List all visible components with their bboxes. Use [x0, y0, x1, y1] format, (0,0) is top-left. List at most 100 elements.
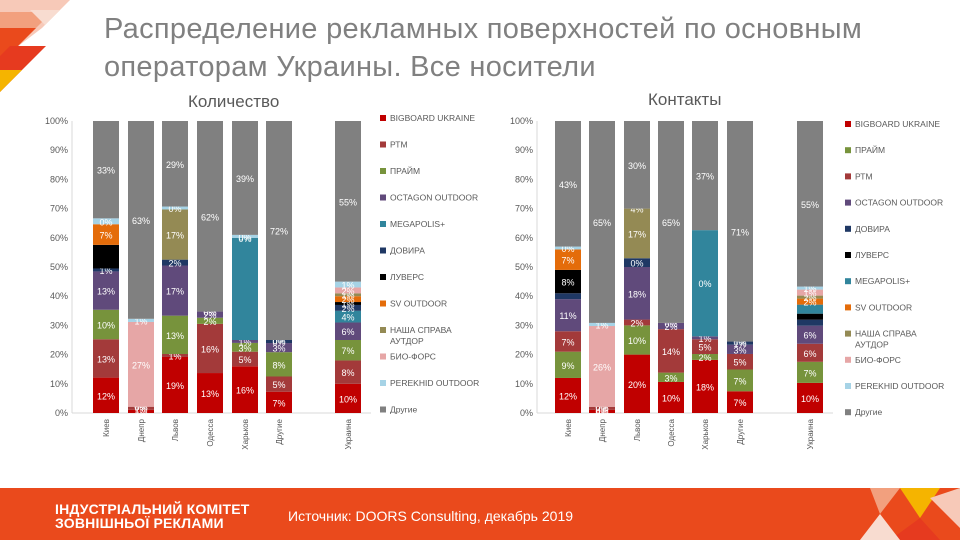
- data-label: 7%: [99, 231, 112, 241]
- bar-segment: [727, 341, 753, 345]
- legend-swatch: [845, 383, 851, 389]
- bar-segment: [555, 246, 581, 250]
- bar-segment: [232, 342, 258, 352]
- data-label: 1%: [134, 404, 147, 414]
- footer-org-line1: ІНДУСТРІАЛЬНИЙ КОМІТЕТ: [55, 501, 250, 517]
- data-label: 63%: [132, 216, 150, 226]
- data-label: 17%: [166, 287, 184, 297]
- data-label: 1%: [803, 289, 816, 299]
- legend-swatch: [380, 168, 386, 174]
- bar-segment: [232, 340, 258, 343]
- data-label: 1%: [698, 334, 711, 344]
- bar-segment: [797, 289, 823, 296]
- bar-segment: [727, 121, 753, 342]
- legend-label: MEGAPOLIS+: [855, 276, 910, 286]
- bar-segment: [555, 351, 581, 378]
- data-label: 1%: [134, 407, 147, 417]
- bar-segment: [93, 218, 119, 225]
- chart-title-quantity: Количество: [188, 92, 280, 111]
- data-label: 0%: [134, 403, 147, 413]
- bar-segment: [197, 323, 223, 374]
- data-label: 0%: [134, 403, 147, 413]
- legend-swatch: [845, 199, 851, 206]
- data-label: 3%: [272, 344, 285, 354]
- bar-segment: [266, 343, 292, 353]
- bar-segment: [555, 377, 581, 413]
- data-label: 2%: [168, 259, 181, 269]
- y-tick-label: 40%: [50, 291, 68, 301]
- legend-swatch: [845, 173, 851, 180]
- data-label: 5%: [272, 380, 285, 390]
- x-category-label: Харьков: [241, 419, 250, 450]
- bar-segment: [335, 383, 361, 413]
- legend-swatch: [380, 406, 386, 413]
- bar-segment: [197, 311, 223, 318]
- y-tick-label: 10%: [50, 379, 68, 389]
- bar-segment: [335, 293, 361, 297]
- bar-segment: [797, 325, 823, 344]
- data-label: 5%: [238, 355, 251, 365]
- legend-label: ЛУВЕРС: [390, 272, 424, 282]
- footer-org-line2: ЗОВНІШНЬОЇ РЕКЛАМИ: [55, 515, 224, 531]
- data-label: 6%: [803, 349, 816, 359]
- legend-swatch: [845, 409, 851, 416]
- legend-label: PEREKHID OUTDOOR: [855, 381, 944, 391]
- data-label: 1%: [341, 291, 354, 301]
- bar-segment: [335, 296, 361, 303]
- legend-label: ЛУВЕРС: [855, 250, 889, 260]
- data-label: 6%: [803, 331, 816, 341]
- legend-swatch: [845, 278, 851, 285]
- y-tick-label: 30%: [515, 320, 533, 330]
- data-label: 13%: [97, 354, 115, 364]
- bar-segment: [162, 121, 188, 207]
- legend-swatch: [380, 353, 386, 360]
- x-category-label: Одесса: [667, 418, 676, 446]
- x-category-label: Украина: [344, 418, 353, 449]
- legend-swatch: [845, 304, 851, 311]
- bar-segment: [797, 382, 823, 413]
- bar-segment: [335, 121, 361, 282]
- y-tick-label: 0%: [520, 408, 533, 418]
- data-label: 5%: [733, 358, 746, 368]
- data-label: 1%: [168, 351, 181, 361]
- data-label: 0%: [561, 244, 574, 254]
- bar-segment: [589, 409, 615, 413]
- bar-segment: [266, 352, 292, 377]
- legend-label: ПРАЙМ: [390, 165, 420, 176]
- x-category-label: Киев: [564, 419, 573, 437]
- data-label: 55%: [339, 197, 357, 207]
- bar-segment: [93, 309, 119, 340]
- data-label: 12%: [559, 391, 577, 401]
- bar-segment: [128, 409, 154, 413]
- data-label: 18%: [628, 289, 646, 299]
- data-label: 3%: [595, 404, 608, 414]
- bar-segment: [335, 287, 361, 294]
- legend-label: БИО-ФОРС: [390, 352, 436, 362]
- data-label: 1%: [238, 337, 251, 347]
- bar-segment: [128, 406, 154, 410]
- bar-segment: [658, 381, 684, 413]
- data-label: 0%: [595, 403, 608, 413]
- y-tick-label: 90%: [515, 145, 533, 155]
- data-label: 0%: [733, 338, 746, 348]
- bar-segment: [162, 354, 188, 357]
- legend-swatch: [845, 330, 851, 337]
- bar-segment: [797, 313, 823, 320]
- y-tick-label: 60%: [50, 233, 68, 243]
- legend-label: РТМ: [855, 171, 873, 181]
- legend-label: MEGAPOLIS+: [390, 219, 445, 229]
- x-category-label: Львов: [171, 419, 180, 441]
- bar-segment: [624, 121, 650, 209]
- bar-segment: [797, 298, 823, 305]
- bar-segment: [232, 234, 258, 238]
- bar-segment: [692, 336, 718, 340]
- bar-segment: [624, 208, 650, 259]
- bar-segment: [692, 354, 718, 360]
- bar-segment: [162, 209, 188, 260]
- data-label: 2%: [203, 311, 216, 321]
- y-tick-label: 90%: [50, 145, 68, 155]
- legend-swatch: [380, 380, 386, 386]
- bar-segment: [555, 299, 581, 332]
- chart-title-contacts: Контакты: [648, 90, 722, 109]
- bar-segment: [797, 295, 823, 299]
